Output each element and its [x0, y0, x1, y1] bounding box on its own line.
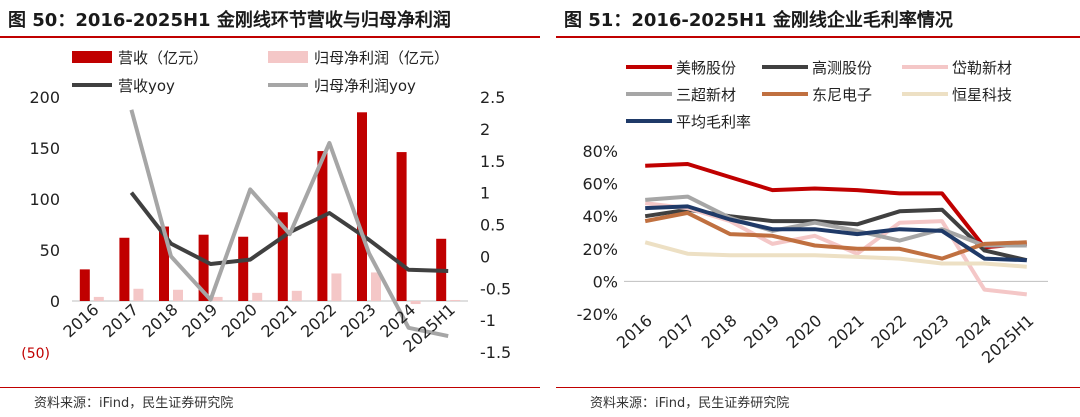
- x-axis-tick-label: 2018: [139, 300, 182, 341]
- x-axis-tick-label: 2021: [258, 300, 301, 341]
- y-axis-tick-label: 60%: [582, 175, 618, 194]
- x-axis-tick-label: 2016: [60, 300, 103, 341]
- line-series-3: [645, 194, 1027, 248]
- bar-revenue: [357, 112, 367, 301]
- legend-label: 营收（亿元）: [118, 49, 208, 67]
- x-axis-tick-label: 2018: [698, 311, 741, 352]
- right-axis-tick-label: 0.5: [480, 216, 505, 235]
- line-series-net-profit-yoy: [129, 109, 449, 339]
- x-axis-tick-label: 2016: [613, 311, 656, 352]
- legend-label: 平均毛利率: [676, 113, 751, 131]
- x-axis-tick-label: 2020: [218, 300, 261, 341]
- legend-label: 归母净利润yoy: [314, 77, 416, 95]
- bar-net-profit: [93, 296, 104, 301]
- bar-net-profit: [450, 299, 461, 301]
- x-axis-tick-label: 2019: [178, 300, 221, 341]
- y-axis-tick-label: -20%: [577, 305, 618, 324]
- x-axis-tick-label: 2023: [337, 300, 380, 341]
- legend-label: 岱勒新材: [952, 59, 1012, 77]
- left-axis-tick-label: 150: [29, 139, 60, 158]
- left-chart-panel: 图 50：2016-2025H1 金刚线环节营收与归母净利润 0 50 100 150…: [0, 10, 540, 411]
- line-series-6: [645, 204, 1027, 263]
- left-axis-tick-label: 0: [50, 292, 60, 311]
- bar-revenue: [317, 151, 328, 301]
- right-source-note: 资料来源：iFind，民生证券研究院: [590, 396, 790, 411]
- right-chart-panel: 图 51：2016-2025H1 金刚线企业毛利率情况 -20% 0% 20% 40%…: [556, 0, 1080, 417]
- x-axis-tick-label: 2017: [655, 311, 698, 352]
- left-title-rule: [0, 36, 540, 38]
- bar-net-profit: [212, 296, 223, 301]
- line-series-5: [644, 240, 1027, 269]
- x-axis-tick-label: 2023: [910, 311, 953, 352]
- x-axis-tick-label: 2022: [297, 300, 340, 341]
- right-axis-tick-label: -1: [480, 311, 496, 330]
- bar-net-profit: [291, 290, 302, 301]
- bar-net-profit: [410, 301, 421, 305]
- legend-label: 美畅股份: [676, 59, 736, 77]
- bar-net-profit: [371, 272, 381, 301]
- left-chart-title: 图 50：2016-2025H1 金刚线环节营收与归母净利润: [8, 10, 451, 31]
- left-chart: 0 50 100 150 200 (50) -1.5 -1 -0.5 0 0.5 1 1.5 2 2.5 20…: [21, 49, 511, 362]
- bar-net-profit: [133, 288, 144, 301]
- legend-label: 三超新材: [676, 86, 736, 104]
- bar-net-profit: [173, 289, 183, 301]
- left-axis-tick-label: 200: [29, 88, 60, 107]
- bar-revenue: [396, 152, 407, 301]
- bar-revenue: [119, 237, 130, 301]
- right-title-rule: [556, 36, 1080, 38]
- left-source-rule: [0, 387, 540, 388]
- y-axis-tick-label: 0%: [593, 272, 618, 291]
- left-source-note: 资料来源：iFind，民生证券研究院: [34, 396, 234, 411]
- bar-net-profit: [331, 273, 342, 301]
- left-axis-tick-label: 50: [40, 241, 60, 260]
- legend-label: 恒星科技: [952, 86, 1012, 104]
- right-axis-tick-label: -0.5: [480, 279, 511, 298]
- legend-label: 高测股份: [812, 59, 872, 77]
- bar-revenue: [159, 226, 169, 301]
- x-axis-tick-label: 2017: [99, 300, 142, 341]
- right-axis-tick-label: 1: [480, 184, 490, 203]
- y-axis-tick-label: 20%: [582, 240, 618, 259]
- legend-swatch: [72, 51, 112, 63]
- right-axis-tick-label: 1.5: [480, 152, 505, 171]
- bar-net-profit: [252, 292, 263, 301]
- legend-label: 营收yoy: [118, 77, 175, 95]
- right-axis-tick-label: 0: [480, 247, 490, 266]
- right-chart-title: 图 51：2016-2025H1 金刚线企业毛利率情况: [564, 10, 953, 31]
- right-axis-tick-label: 2: [480, 120, 490, 139]
- left-axis-tick-label: 100: [29, 190, 60, 209]
- y-axis-tick-label: 40%: [582, 207, 618, 226]
- legend-label: 东尼电子: [812, 86, 872, 104]
- y-axis-tick-label: 80%: [582, 142, 618, 161]
- line-series-0: [645, 162, 1027, 250]
- x-axis-tick-label: 2019: [740, 311, 783, 352]
- x-axis-tick-label: 2021: [825, 311, 868, 352]
- x-axis-tick-label: 2020: [783, 311, 826, 352]
- right-source-rule: [556, 387, 1080, 388]
- bar-revenue: [79, 269, 90, 301]
- left-axis-negative-label: (50): [21, 346, 50, 362]
- legend-label: 归母净利润（亿元）: [314, 49, 449, 67]
- legend-swatch: [268, 51, 308, 63]
- right-axis-tick-label: -1.5: [480, 343, 511, 362]
- line-series-4: [644, 210, 1027, 261]
- bar-revenue: [277, 212, 288, 301]
- bar-revenue: [238, 236, 249, 301]
- right-chart: -20%0%20%40%60%80%2016 2017 2018 2019 2020 20…: [577, 59, 1048, 367]
- x-axis-tick-label: 2022: [867, 311, 910, 352]
- bar-revenue: [198, 234, 209, 301]
- right-axis-tick-label: 2.5: [480, 88, 505, 107]
